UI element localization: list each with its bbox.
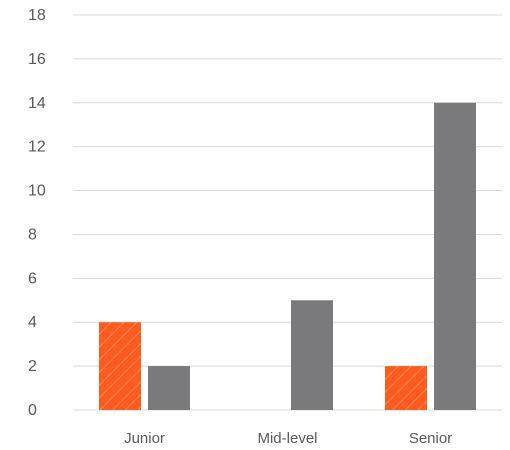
y-tick-label: 16 <box>28 51 46 68</box>
y-tick-label: 10 <box>28 183 46 200</box>
x-axis-category-labels: Junior Mid-level Senior <box>124 430 452 447</box>
y-tick-label: 8 <box>28 226 37 243</box>
y-tick-label: 0 <box>28 402 37 419</box>
x-category-label: Junior <box>124 430 165 447</box>
y-tick-label: 12 <box>28 139 46 156</box>
y-tick-label: 18 <box>28 7 46 24</box>
y-tick-label: 14 <box>28 95 46 112</box>
y-tick-label: 4 <box>28 314 37 331</box>
x-category-label: Mid-level <box>257 430 317 447</box>
bar-series-1-junior <box>99 322 141 410</box>
bar-series-2-junior <box>148 366 190 410</box>
y-tick-label: 2 <box>28 358 37 375</box>
y-tick-label: 6 <box>28 270 37 287</box>
bar-series-1-senior <box>385 366 427 410</box>
y-axis-tick-labels: 0 2 4 6 8 10 12 14 16 18 <box>28 7 46 419</box>
bar-series-2-senior <box>434 103 476 410</box>
x-category-label: Senior <box>409 430 452 447</box>
bars <box>99 103 476 410</box>
bar-series-2-mid-level <box>291 300 333 410</box>
